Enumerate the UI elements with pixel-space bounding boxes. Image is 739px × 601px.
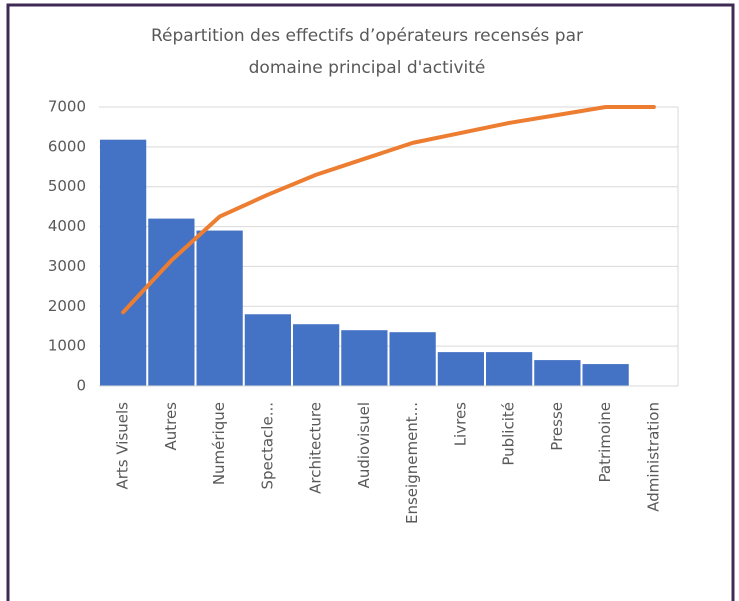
- bar: [389, 332, 436, 386]
- y-tick-label: 0: [76, 377, 86, 395]
- x-tick-label: Presse: [548, 402, 566, 451]
- y-tick-label: 2000: [48, 297, 86, 315]
- x-tick-label: Publicité: [500, 402, 518, 466]
- bar: [486, 352, 533, 386]
- chart-title: domaine principal d'activité: [249, 58, 486, 78]
- bar: [100, 139, 147, 386]
- x-tick-label: Enseignement...: [403, 402, 421, 524]
- y-tick-label: 5000: [48, 177, 86, 195]
- x-tick-label: Spectacle...: [258, 402, 276, 490]
- bar: [244, 314, 291, 386]
- bar: [437, 352, 484, 386]
- x-tick-label: Administration: [644, 402, 662, 512]
- chart-title: Répartition des effectifs d’opérateurs r…: [151, 26, 583, 46]
- x-tick-label: Livres: [451, 402, 469, 446]
- y-tick-label: 4000: [48, 217, 86, 235]
- y-tick-label: 1000: [48, 337, 86, 355]
- bar: [293, 324, 340, 386]
- y-tick-label: 3000: [48, 257, 86, 275]
- bar: [582, 364, 629, 386]
- x-tick-label: Autres: [162, 402, 180, 451]
- line: [121, 105, 656, 315]
- x-tick-label: Audiovisuel: [355, 402, 373, 488]
- y-tick-label: 7000: [48, 98, 86, 116]
- bar: [534, 360, 581, 386]
- x-tick-label: Numérique: [210, 402, 228, 485]
- x-tick-label: Architecture: [307, 402, 325, 494]
- x-tick-label: Arts Visuels: [114, 402, 132, 490]
- bar: [196, 230, 243, 386]
- frame: [6, 3, 735, 601]
- y-tick-label: 6000: [48, 137, 86, 155]
- bar: [341, 330, 388, 386]
- x-tick-label: Patrimoine: [596, 402, 614, 482]
